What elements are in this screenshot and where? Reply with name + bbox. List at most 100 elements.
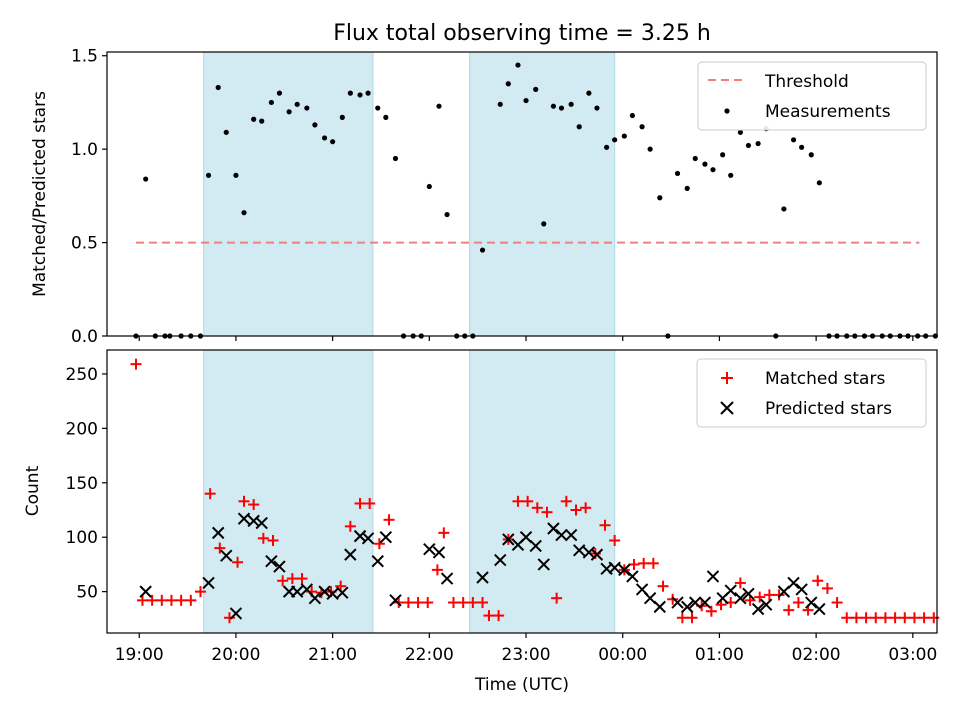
matched-star-point (223, 612, 235, 624)
predicted-star-point (653, 600, 667, 614)
y-tick-label: 50 (76, 583, 98, 603)
ratio-x-ticks (138, 336, 914, 341)
matched-star-point (165, 594, 177, 606)
count-legend-box (696, 358, 927, 428)
matched-star-point (185, 594, 197, 606)
x-tick-label: 19:00 (115, 645, 164, 665)
measurement-point (702, 161, 708, 167)
predicted-star-point (698, 596, 712, 609)
matched-star-point (889, 612, 901, 624)
matched-star-point (493, 610, 505, 622)
y-tick-label: 250 (66, 365, 98, 385)
matched-star-point (156, 594, 168, 606)
measurement-point (523, 97, 529, 104)
measurement-point (755, 140, 761, 147)
predicted-star-point (255, 516, 268, 530)
measurement-point (375, 105, 381, 111)
matched-star-point (773, 589, 785, 601)
predicted-star-point (139, 585, 152, 598)
ratio-legend: Threshold Measurements (697, 61, 927, 131)
predicted-star-point (440, 572, 454, 585)
matched-star-point (457, 597, 469, 609)
measurement-point (321, 135, 328, 141)
predicted-star-point (608, 561, 621, 574)
y-tick-label: 1.5 (71, 47, 98, 67)
count-panel: 50 100 150 200 250 19:00 20:00 21:00 22:00 23:00… (23, 349, 940, 695)
matched-star-point (560, 495, 572, 507)
measurement-point (604, 144, 610, 150)
predicted-star-point (432, 546, 446, 559)
measurement-point (392, 155, 399, 162)
measurement-point (444, 211, 450, 218)
measurement-point (143, 176, 149, 182)
measurement-point (745, 142, 752, 149)
predicted-star-point (805, 596, 818, 609)
measurement-point (728, 172, 734, 178)
legend-matched-label: Matched stars (765, 369, 885, 389)
matched-star-point (267, 534, 279, 546)
matched-star-point (918, 612, 930, 624)
matched-star-point (763, 589, 775, 601)
matched-star-point (232, 556, 244, 568)
predicted-star-point (680, 600, 694, 614)
matched-star-point (831, 597, 843, 609)
matched-star-point (860, 612, 872, 624)
predicted-star-point (502, 533, 515, 546)
predicted-star-point (494, 553, 507, 567)
measurement-point (586, 90, 592, 96)
measurement-point (304, 105, 310, 111)
matched-star-point (214, 542, 226, 554)
measurement-point (781, 206, 787, 212)
predicted-star-point (626, 570, 639, 583)
predicted-star-point (344, 548, 357, 561)
predicted-star-point (423, 542, 436, 556)
y-tick-label: 100 (66, 528, 98, 548)
y-tick-label: 150 (66, 474, 98, 494)
matched-star-point (647, 557, 659, 569)
measurement-point (259, 118, 265, 124)
measurement-point (799, 144, 805, 150)
measurement-point (629, 112, 635, 119)
matched-star-point (130, 358, 142, 370)
predicted-star-point (537, 558, 550, 571)
measurement-point (251, 116, 257, 122)
matched-star-point (783, 604, 795, 616)
measurement-point (357, 92, 363, 98)
x-tick-label: 20:00 (211, 645, 260, 665)
x-tick-label: 02:00 (792, 645, 841, 665)
y-tick-label: 1.0 (71, 140, 98, 160)
x-tick-label: 21:00 (308, 645, 357, 665)
matched-star-point (754, 591, 766, 603)
measurement-point (541, 221, 547, 227)
matched-star-point (609, 534, 621, 546)
measurement-point (241, 210, 247, 216)
matched-star-point (841, 612, 853, 624)
legend-predicted-swatch (720, 401, 734, 415)
measurement-point (505, 81, 511, 87)
predicted-star-point (706, 570, 720, 583)
measurement-point (710, 167, 716, 173)
measurement-point (568, 101, 574, 107)
count-x-axis-label: Time (UTC) (474, 675, 569, 695)
predicted-star-point (751, 602, 765, 616)
predicted-star-point (547, 522, 560, 535)
matched-star-point (257, 532, 269, 544)
legend-measurements-label: Measurements (765, 102, 891, 122)
predicted-star-point (247, 514, 260, 528)
figure-title: Flux total observing time = 3.25 h (333, 21, 711, 46)
matched-star-point (483, 610, 495, 622)
matched-star-point (512, 495, 524, 507)
measurement-point (674, 170, 681, 177)
measurement-point (808, 152, 814, 158)
matched-star-point (238, 495, 250, 507)
matched-star-point (438, 527, 450, 539)
measurement-point (383, 114, 389, 120)
measurement-point (790, 137, 797, 143)
x-tick-label: 23:00 (502, 645, 551, 665)
predicted-star-point (476, 571, 489, 584)
predicted-star-point (813, 602, 826, 616)
y-tick-label: 200 (66, 419, 98, 439)
matched-star-point (344, 520, 356, 532)
ratio-y-ticks: 0.0 0.5 1.0 1.5 (71, 47, 107, 347)
